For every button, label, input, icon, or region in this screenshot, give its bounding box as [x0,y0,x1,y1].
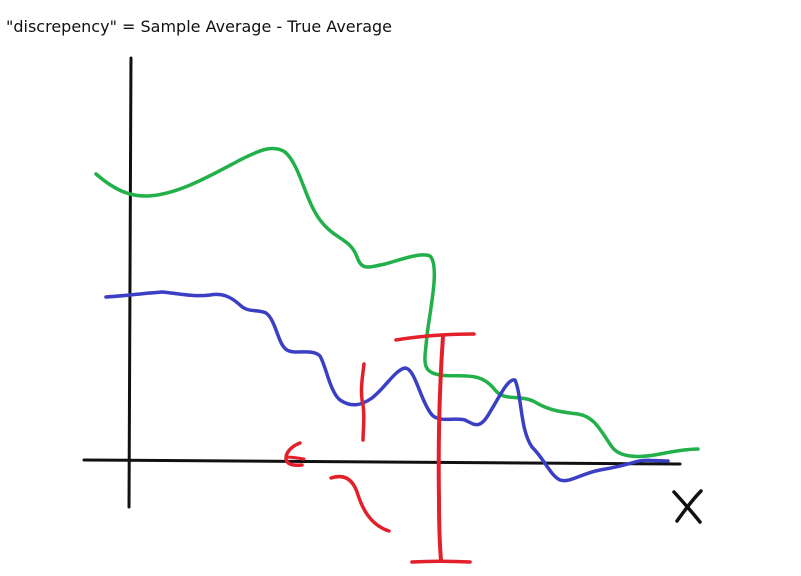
y-axis [127,56,133,509]
x-axis [82,458,682,466]
green-curve [94,146,700,459]
discrepancy-marker [394,332,476,564]
x-axis-label: X [672,489,703,524]
epsilon-band-bracket [329,362,391,533]
blue-curve [104,290,670,483]
epsilon-symbol [284,441,306,467]
definition-caption: "discrepency" = Sample Average - True Av… [6,17,393,36]
x-axis-label-text: X [687,513,688,515]
